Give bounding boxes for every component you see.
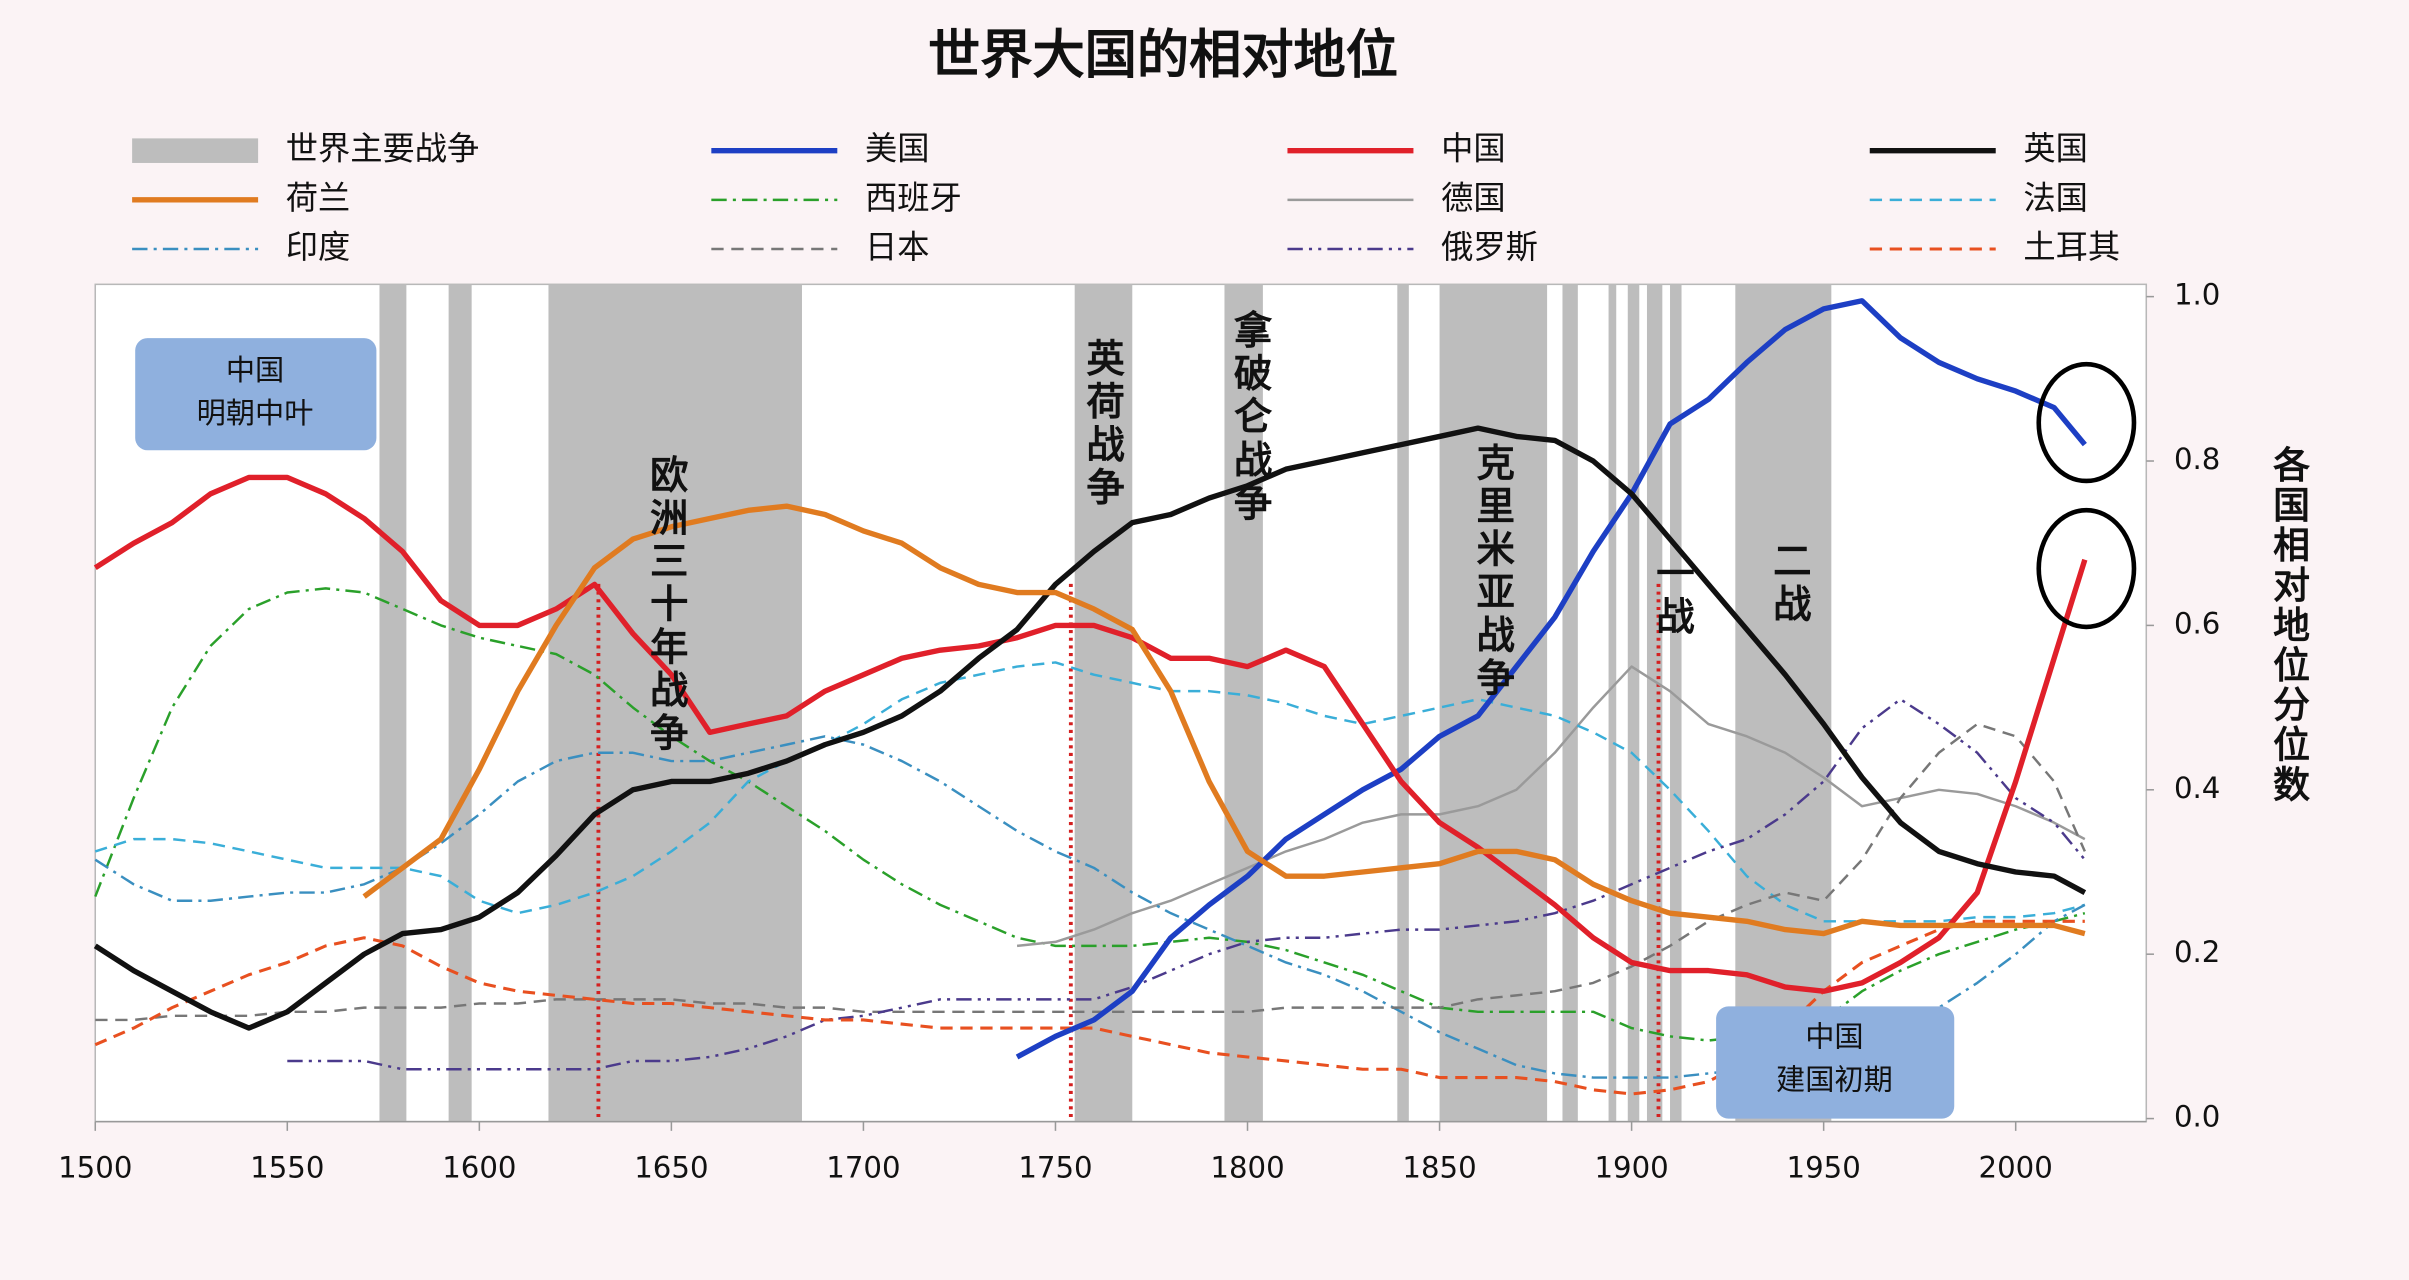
- note-text: 明朝中叶: [197, 396, 314, 430]
- note-box: [135, 338, 377, 451]
- war-label: 英荷战争: [1080, 338, 1125, 510]
- note-text: 建国初期: [1776, 1063, 1893, 1097]
- war-band: [1074, 284, 1133, 1122]
- legend-label: 荷兰: [286, 179, 351, 217]
- legend-label: 世界主要战争: [286, 130, 480, 168]
- legend-label: 英国: [2023, 130, 2087, 168]
- x-tick-label: 1650: [634, 1150, 708, 1184]
- note-text: 中国: [1805, 1020, 1863, 1054]
- x-tick-label: 1700: [826, 1150, 900, 1184]
- war-band: [1397, 284, 1409, 1122]
- series-line: [1016, 665, 2086, 948]
- chart-title: 世界大国的相对地位: [928, 25, 1398, 85]
- war-band: [448, 284, 472, 1122]
- legend-label: 印度: [286, 228, 351, 266]
- note-text: 中国: [226, 353, 284, 387]
- series-line: [362, 503, 2086, 937]
- note-box: [1716, 1006, 1955, 1119]
- legend-label: 中国: [1441, 130, 1506, 168]
- y-tick-label: 1.0: [2174, 278, 2220, 312]
- war-band: [1670, 284, 1682, 1122]
- series-line: [93, 474, 2088, 994]
- x-tick-label: 2000: [1979, 1150, 2053, 1184]
- war-band: [1608, 284, 1617, 1122]
- series-line: [94, 587, 2086, 1042]
- series-line: [287, 698, 2086, 1071]
- war-label: 克里米亚战争: [1470, 442, 1515, 700]
- y-tick-label: 0.6: [2174, 606, 2220, 640]
- legend-label: 日本: [865, 228, 930, 266]
- legend-label: 俄罗斯: [1441, 228, 1538, 266]
- war-label: 二战: [1766, 541, 1811, 627]
- x-tick-label: 1900: [1594, 1150, 1668, 1184]
- x-tick-label: 1950: [1787, 1150, 1861, 1184]
- legend-label: 法国: [2023, 179, 2087, 217]
- highlight-circle: [2036, 507, 2137, 630]
- series-line: [94, 661, 2086, 923]
- legend-swatch: [132, 138, 259, 163]
- y-tick-label: 0.0: [2174, 1100, 2220, 1134]
- y-tick-label: 0.2: [2174, 935, 2220, 969]
- highlight-circle: [2036, 361, 2137, 484]
- x-tick-label: 1500: [58, 1150, 132, 1184]
- war-band: [548, 284, 802, 1122]
- war-label: 一战: [1650, 553, 1695, 639]
- war-bands: [379, 284, 1832, 1122]
- war-label: 欧洲三十年战争: [643, 455, 688, 756]
- y-tick-label: 0.8: [2174, 442, 2220, 476]
- y-axis-label: 各国相对地位分位数: [2267, 446, 2310, 805]
- x-tick-label: 1800: [1210, 1150, 1284, 1184]
- legend-label: 西班牙: [865, 179, 962, 217]
- war-band: [1562, 284, 1578, 1122]
- x-tick-label: 1850: [1402, 1150, 1476, 1184]
- war-band: [1735, 284, 1832, 1122]
- war-band: [1439, 284, 1548, 1122]
- x-tick-label: 1550: [250, 1150, 324, 1184]
- legend-label: 德国: [1441, 179, 1506, 217]
- war-band: [379, 284, 407, 1122]
- legend-label: 土耳其: [2023, 228, 2120, 266]
- y-tick-label: 0.4: [2174, 771, 2220, 805]
- x-tick-label: 1750: [1018, 1150, 1092, 1184]
- war-band: [1224, 284, 1263, 1122]
- series-line: [95, 722, 2086, 1022]
- war-band: [1627, 284, 1640, 1122]
- series-lines: [93, 298, 2088, 1096]
- series-line: [93, 425, 2087, 1031]
- war-label: 拿破仑战争: [1227, 309, 1272, 525]
- war-band: [1646, 284, 1663, 1122]
- x-tick-label: 1600: [442, 1150, 516, 1184]
- series-line: [1015, 298, 2087, 1060]
- legend-label: 美国: [865, 130, 930, 168]
